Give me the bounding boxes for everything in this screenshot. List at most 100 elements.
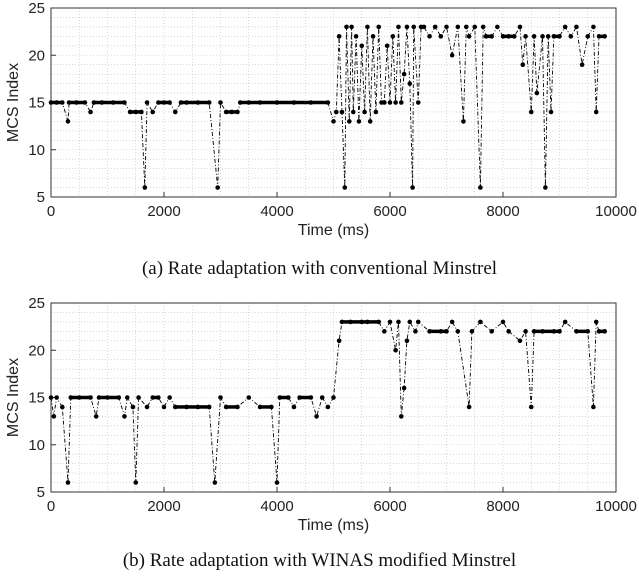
data-point [339,109,345,115]
data-point [483,34,489,39]
data-point [387,100,393,105]
data-point [130,404,136,410]
data-point [415,319,421,325]
data-point [376,319,382,325]
data-point [173,109,178,115]
data-point [367,119,373,124]
data-point [359,43,365,49]
data-point [334,109,339,115]
x-tick-label: 8000 [486,498,519,515]
data-point [500,34,506,39]
data-point [370,34,376,39]
data-point [139,109,144,115]
data-point [466,34,472,39]
data-point [54,100,59,105]
data-point [449,319,455,325]
x-axis-label: Time (ms) [298,517,369,534]
y-tick-label: 25 [28,295,45,312]
data-point [591,404,596,410]
data-point [65,480,71,485]
data-point [212,480,218,485]
y-tick-label: 5 [37,484,45,501]
data-point [325,404,331,410]
data-point [401,71,407,77]
data-point [413,329,418,334]
data-point [274,100,280,105]
data-point [449,52,455,58]
data-point [500,319,506,325]
data-point [528,109,534,115]
data-point [523,34,528,39]
data-point [596,34,602,39]
data-point [350,109,356,115]
data-point [291,404,297,410]
data-point [390,34,396,39]
data-point [410,185,415,190]
data-point [54,395,59,400]
data-point [82,100,88,105]
data-point [257,100,263,105]
data-point [602,329,607,334]
data-point [506,329,511,334]
data-point [223,109,229,115]
data-point [545,34,551,39]
y-axis-label: MCS Index [5,358,22,437]
data-point [404,338,410,344]
data-point [373,109,379,115]
y-axis-label: MCS Index [5,63,22,142]
data-point [195,100,201,105]
data-point [382,100,387,105]
data-point [399,414,404,419]
data-point [489,329,495,334]
y-tick-label: 15 [28,390,45,407]
data-point [415,100,421,105]
caption-b: (b) Rate adaptation with WINAS modified … [122,550,517,571]
data-point [91,100,97,105]
data-point [51,414,57,419]
y-tick-label: 20 [28,342,45,359]
data-point [356,119,362,124]
data-point [269,404,274,410]
data-point [339,319,345,325]
data-point [223,404,229,410]
data-point [347,119,352,124]
data-point [562,319,568,325]
data-point [110,100,116,105]
data-point [142,185,148,190]
data-point [99,100,105,105]
data-point [478,185,483,190]
data-point [127,109,133,115]
data-point [432,24,438,30]
x-tick-label: 6000 [373,498,406,515]
data-point [314,414,319,419]
x-tick-label: 2000 [147,203,180,220]
data-point [382,329,387,334]
data-point [161,100,167,105]
data-point [161,404,167,410]
data-point [156,395,161,400]
data-point [60,404,65,410]
data-point [150,395,155,400]
data-point [455,329,461,334]
data-point [325,100,331,105]
data-point [173,404,178,410]
data-point [461,119,466,124]
data-point [478,319,483,325]
chart-panel-a: 0 2000 4000 6000 8000 10000 5 10 15 20 25 Time (ms)… [5,0,637,239]
x-tick-label: 2000 [147,498,180,515]
data-point [520,62,526,67]
data-point [105,395,110,400]
y-tick-label: 10 [28,142,45,159]
x-tick-label: 6000 [373,203,406,220]
data-point [66,100,72,105]
data-point [531,34,537,39]
data-point [591,24,596,30]
data-point [348,319,353,325]
data-point [133,109,139,115]
data-point [393,100,398,105]
data-point [384,43,390,49]
x-tick-label: 4000 [260,498,293,515]
data-point [246,100,252,105]
y-tick-label: 20 [28,47,45,64]
